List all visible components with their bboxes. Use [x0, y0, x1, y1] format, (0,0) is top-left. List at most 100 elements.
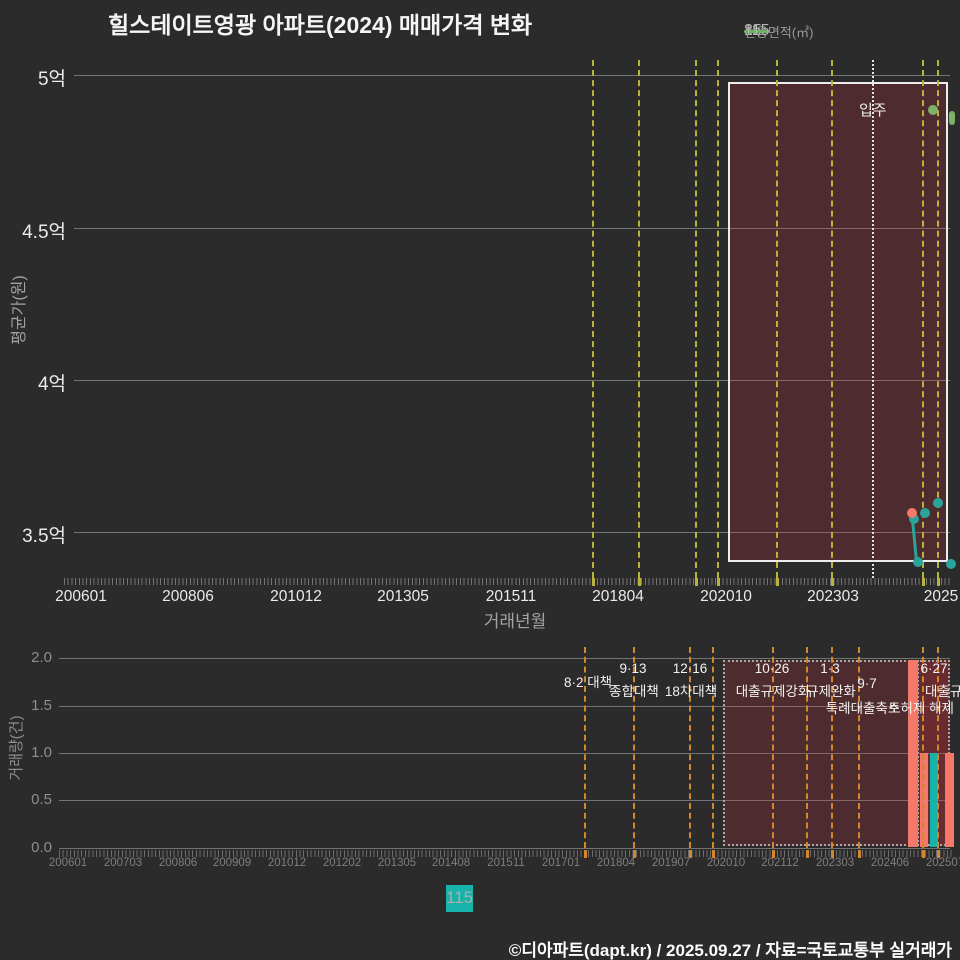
price-point-85: [909, 514, 919, 524]
policy-event-tick: [806, 850, 809, 858]
line-swatch-115-icon: [744, 29, 768, 33]
policy-event-line: [831, 60, 833, 578]
x-tick-label: 200909: [212, 857, 252, 869]
grid-line: [59, 658, 950, 659]
x-tick-label: 200806: [162, 588, 214, 605]
movein-line: [872, 60, 874, 578]
x-axis-tick-strip: [59, 850, 952, 857]
x-axis-tick-strip: [64, 578, 952, 585]
grid-line: [59, 800, 950, 801]
price-point-85: [920, 508, 930, 518]
x-tick-label: 201012: [270, 588, 322, 605]
policy-event-line: [922, 60, 924, 578]
price-point-edge: [949, 111, 955, 125]
x-tick-label: 200806: [158, 857, 198, 869]
policy-event-tick: [638, 578, 641, 586]
x-tick-label: 202010: [700, 588, 752, 605]
policy-event-tick: [772, 850, 775, 858]
x-tick-label: 201511: [487, 857, 525, 869]
price-point-85: [946, 559, 956, 569]
policy-event-line: [937, 60, 939, 578]
price-point-85: [907, 508, 917, 518]
policy-event-tick: [717, 578, 720, 586]
policy-event-line: [689, 647, 691, 848]
policy-event-line: [695, 60, 697, 578]
policy-event-line: [806, 647, 808, 848]
policy-annotation: 종합대책: [609, 684, 659, 699]
x-tick-label: 201408: [431, 857, 471, 869]
legend-area-115-label: 115: [744, 22, 770, 39]
page-title: 힐스테이트영광 아파트(2024) 매매가격 변화: [108, 12, 533, 38]
policy-annotation: 특례대출축소: [825, 701, 901, 716]
policy-event-line: [638, 60, 640, 578]
x-tick-label: 202112: [761, 857, 799, 869]
x-tick-label: 201701: [541, 857, 581, 869]
volume-bar-85: [945, 753, 954, 847]
policy-event-line: [584, 647, 586, 848]
y-tick-label: 2.0: [31, 649, 52, 666]
policy-annotation: 8·2 대책: [563, 675, 613, 690]
policy-event-line: [592, 60, 594, 578]
policy-annotation: 1·3: [820, 661, 840, 676]
y-tick-label: 0.0: [31, 839, 52, 856]
policy-event-tick: [592, 578, 595, 586]
y-tick-label: 1.0: [31, 744, 52, 761]
policy-event-tick: [584, 850, 587, 858]
x-tick-label: 2025: [923, 588, 959, 605]
policy-event-tick: [922, 850, 925, 858]
y-tick-label: 4억: [37, 374, 66, 395]
policy-event-line: [831, 647, 833, 848]
x-tick-label: 201012: [267, 857, 307, 869]
y-tick-label: 0.5: [31, 791, 52, 808]
policy-event-tick: [922, 578, 925, 586]
price-point-115: [928, 105, 938, 115]
policy-annotation: 6·27: [920, 661, 948, 676]
policy-annotation: 12·16: [672, 661, 708, 676]
x-tick-label: 200601: [55, 588, 107, 605]
price-point-85: [913, 557, 923, 567]
volume-bar-85: [908, 660, 918, 847]
policy-event-tick: [712, 850, 715, 858]
grid-line: [59, 848, 950, 849]
x-tick-label: 201804: [596, 857, 636, 869]
policy-event-tick: [858, 850, 861, 858]
x-tick-label: 200601: [48, 857, 88, 869]
policy-annotation: 10·26: [754, 661, 790, 676]
y-tick-label: 3.5억: [22, 526, 66, 547]
x-tick-label: 202303: [807, 588, 859, 605]
x-tick-label: 201305: [377, 857, 417, 869]
x-tick-label: 202507: [925, 857, 960, 869]
policy-event-tick: [937, 850, 940, 858]
policy-event-line: [937, 647, 939, 848]
policy-annotation: 대출규제강화: [735, 684, 811, 699]
y-tick-label: 5억: [37, 69, 66, 90]
legend-areas-title: 전용면적(㎡): [744, 24, 814, 40]
policy-event-line: [772, 647, 774, 848]
price-point-85: [933, 498, 943, 508]
policy-annotation: 토허제 해제: [888, 701, 954, 716]
regulation-region: [728, 82, 948, 562]
policy-event-line: [633, 647, 635, 848]
price-x-axis-title: 거래년월: [483, 612, 547, 631]
policy-event-line: [712, 647, 714, 848]
policy-event-tick: [937, 578, 940, 586]
x-tick-label: 201804: [592, 588, 644, 605]
movein-label: 입주: [859, 102, 887, 119]
footer-credit: ©디아파트(dapt.kr) / 2025.09.27 / 자료=국토교통부 실…: [508, 941, 952, 960]
x-tick-label: 202303: [815, 857, 855, 869]
policy-event-tick: [831, 578, 834, 586]
grid-line: [74, 380, 950, 381]
policy-event-line: [858, 647, 860, 848]
volume-bar-115: [930, 753, 938, 847]
x-tick-label: 201907: [651, 857, 691, 869]
square-swatch-115-icon: [446, 884, 473, 912]
grid-line: [59, 753, 950, 754]
policy-event-line: [776, 60, 778, 578]
y-tick-label: 4.5억: [22, 222, 66, 243]
policy-event-tick: [633, 850, 636, 858]
legend-115-label: 115: [446, 888, 474, 907]
grid-line: [74, 75, 950, 76]
